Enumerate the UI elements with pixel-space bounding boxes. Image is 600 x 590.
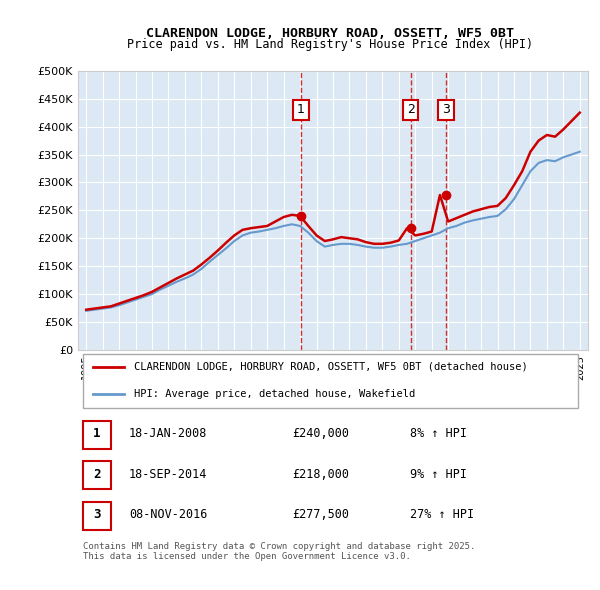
Text: Contains HM Land Registry data © Crown copyright and database right 2025.
This d: Contains HM Land Registry data © Crown c… — [83, 542, 475, 561]
FancyBboxPatch shape — [83, 421, 111, 449]
Text: 2: 2 — [93, 468, 101, 481]
Text: 08-NOV-2016: 08-NOV-2016 — [129, 508, 208, 522]
FancyBboxPatch shape — [83, 461, 111, 489]
Text: 9% ↑ HPI: 9% ↑ HPI — [409, 468, 467, 481]
FancyBboxPatch shape — [83, 354, 578, 408]
Text: £277,500: £277,500 — [292, 508, 349, 522]
Text: £218,000: £218,000 — [292, 468, 349, 481]
Text: 3: 3 — [93, 508, 101, 522]
Text: 1: 1 — [297, 103, 305, 116]
Text: CLARENDON LODGE, HORBURY ROAD, OSSETT, WF5 0BT: CLARENDON LODGE, HORBURY ROAD, OSSETT, W… — [146, 27, 514, 40]
Text: CLARENDON LODGE, HORBURY ROAD, OSSETT, WF5 0BT (detached house): CLARENDON LODGE, HORBURY ROAD, OSSETT, W… — [134, 362, 528, 372]
Text: 8% ↑ HPI: 8% ↑ HPI — [409, 427, 467, 440]
Text: 3: 3 — [442, 103, 450, 116]
Text: 27% ↑ HPI: 27% ↑ HPI — [409, 508, 473, 522]
Text: 2: 2 — [407, 103, 415, 116]
Text: Price paid vs. HM Land Registry's House Price Index (HPI): Price paid vs. HM Land Registry's House … — [127, 38, 533, 51]
Text: £240,000: £240,000 — [292, 427, 349, 440]
Text: 18-JAN-2008: 18-JAN-2008 — [129, 427, 208, 440]
Text: 18-SEP-2014: 18-SEP-2014 — [129, 468, 208, 481]
Text: HPI: Average price, detached house, Wakefield: HPI: Average price, detached house, Wake… — [134, 389, 415, 399]
FancyBboxPatch shape — [83, 502, 111, 530]
Text: 1: 1 — [93, 427, 101, 440]
